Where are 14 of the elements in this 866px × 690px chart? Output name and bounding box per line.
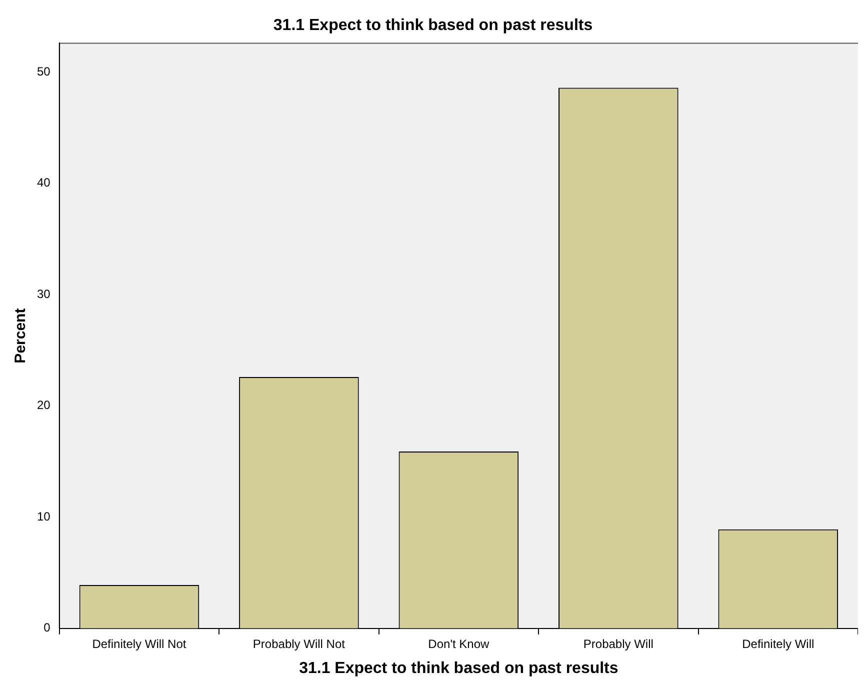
y-axis-title: Percent xyxy=(12,308,30,364)
y-tick-label: 50 xyxy=(36,64,51,78)
chart-title: 31.1 Expect to think based on past results xyxy=(273,17,593,34)
x-tick-label: Probably Will xyxy=(583,636,654,651)
x-tick-label: Don't Know xyxy=(428,636,490,651)
y-tick-label: 40 xyxy=(36,176,51,190)
x-axis-title: 31.1 Expect to think based on past results xyxy=(299,660,618,677)
x-tick-label: Definitely Will Not xyxy=(92,636,187,651)
y-tick-label: 20 xyxy=(36,398,51,412)
y-tick-label: 10 xyxy=(36,509,51,524)
x-tick-label: Probably Will Not xyxy=(252,636,346,651)
y-tick-label: 0 xyxy=(44,620,51,635)
y-tick-label: 30 xyxy=(36,286,51,301)
x-tick-label: Definitely Will xyxy=(742,636,814,651)
